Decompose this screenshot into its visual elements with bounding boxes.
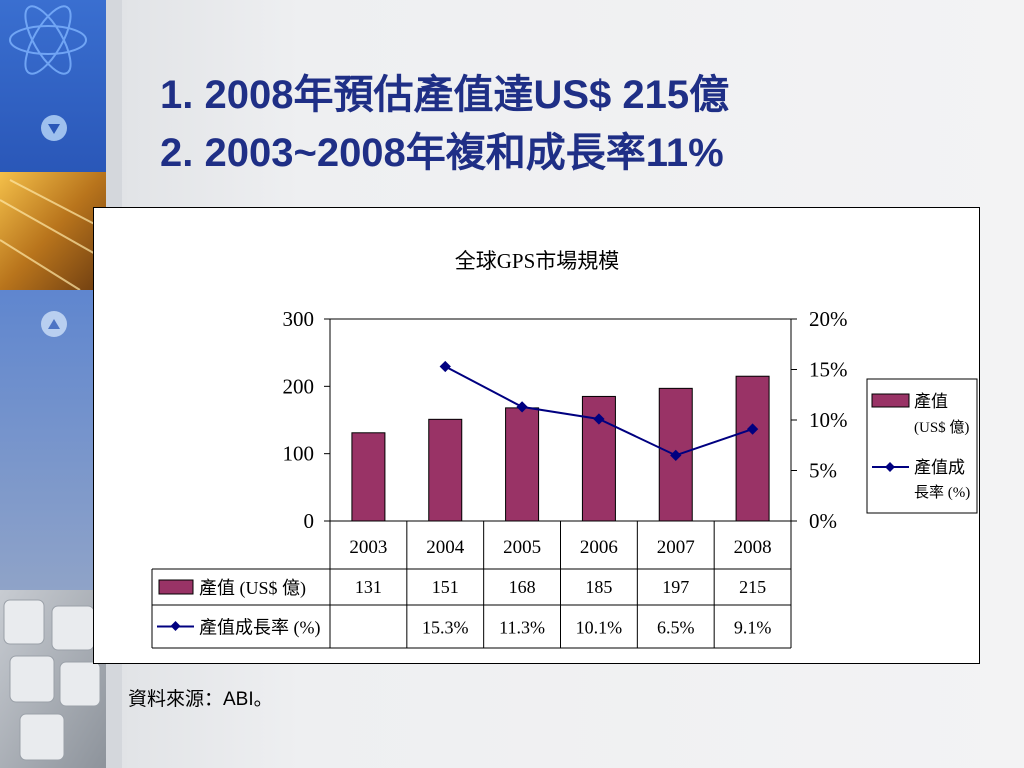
- data-label: 6.5%: [657, 618, 695, 638]
- bar: [735, 375, 770, 522]
- source-note: 資料來源：ABI。: [128, 689, 273, 710]
- x-tick-label: 2008: [734, 537, 772, 558]
- data-label: 15.3%: [422, 618, 469, 638]
- table-line-marker: [170, 621, 181, 631]
- x-tick-label: 2005: [503, 537, 541, 558]
- data-label: 185: [585, 577, 612, 597]
- table-row-label: 產值成長率 (%): [199, 618, 320, 639]
- y-left-tick-label: 200: [283, 374, 315, 398]
- data-label: 168: [509, 577, 536, 597]
- y-right-tick-label: 0%: [809, 509, 837, 533]
- data-label: 197: [662, 577, 689, 597]
- growth-marker: [670, 449, 682, 462]
- slide-title: 1. 2008年預估產值達US$ 215億 2. 2003~2008年複和成長率…: [160, 66, 729, 182]
- chart-title: 全球GPS市場規模: [455, 249, 620, 273]
- x-tick-label: 2007: [657, 537, 695, 558]
- legend-bar-swatch: [871, 393, 910, 408]
- growth-marker: [439, 360, 451, 373]
- data-label: 131: [355, 577, 382, 597]
- legend-bar-label-line2: (US$ 億): [914, 419, 969, 436]
- title-line-2: 2. 2003~2008年複和成長率11%: [160, 131, 724, 175]
- y-left-tick-label: 300: [283, 307, 315, 331]
- bar: [505, 407, 540, 522]
- y-right-tick-label: 10%: [809, 408, 848, 432]
- data-label: 215: [739, 577, 766, 597]
- data-label: 151: [432, 577, 459, 597]
- gps-market-chart: 全球GPS市場規模 0 100 200 300 0% 5% 10% 15% 20% 2003 200…: [151, 249, 978, 649]
- chart-panel: 全球GPS市場規模 0 100 200 300 0% 5% 10% 15% 20% 2003 200…: [93, 207, 980, 664]
- legend-bar-label-line1: 產值: [914, 392, 948, 411]
- growth-marker: [593, 413, 605, 425]
- y-left-tick-label: 0: [304, 509, 315, 533]
- data-label: 9.1%: [734, 618, 772, 638]
- growth-marker: [746, 423, 759, 435]
- title-line-1: 1. 2008年預估產值達US$ 215億: [160, 73, 730, 117]
- atom-graphic-icon: [9, 5, 87, 75]
- keyboard-keys-graphic: [3, 599, 101, 761]
- table-bar-swatch: [158, 579, 194, 595]
- legend-line-label-line2: 長率 (%): [914, 484, 970, 501]
- y-right-tick-label: 20%: [809, 307, 848, 331]
- y-left-tick-label: 100: [283, 442, 315, 466]
- x-tick-label: 2003: [349, 537, 387, 558]
- y-right-tick-label: 15%: [809, 358, 848, 382]
- bar: [351, 432, 386, 522]
- chart-legend: 產值 (US$ 億) 產值成 長率 (%): [866, 378, 978, 514]
- growth-marker: [516, 401, 528, 413]
- table-row-label: 產值 (US$ 億): [199, 578, 306, 599]
- data-label: 11.3%: [499, 618, 545, 638]
- x-tick-label: 2004: [426, 537, 465, 558]
- x-tick-label: 2006: [580, 537, 618, 558]
- data-label: 10.1%: [576, 618, 623, 638]
- legend-line-marker: [885, 462, 895, 472]
- y-right-tick-label: 5%: [809, 459, 837, 483]
- legend-line-label-line1: 產值成: [914, 458, 965, 477]
- plot-area: [329, 318, 792, 522]
- bar: [428, 418, 463, 522]
